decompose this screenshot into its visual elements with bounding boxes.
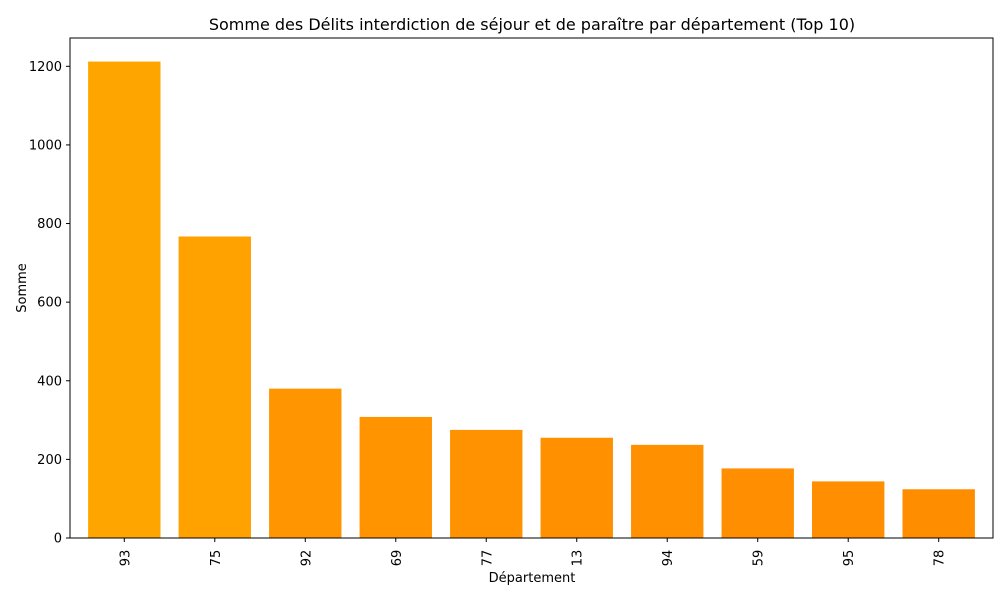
bar-94 [631, 444, 704, 538]
bar-95 [812, 481, 885, 538]
y-tick-label: 400 [37, 374, 62, 389]
x-axis-label: Département [489, 571, 576, 586]
bar-93 [88, 61, 161, 539]
y-tick-label: 800 [37, 217, 62, 232]
y-tick-label: 200 [37, 453, 62, 468]
bar-92 [269, 388, 342, 538]
bar-69 [359, 416, 432, 538]
bars-group [88, 61, 975, 539]
x-tick-label: 95 [842, 550, 857, 567]
y-tick-label: 1000 [29, 138, 62, 153]
x-tick-label: 92 [299, 550, 314, 567]
x-tick-label: 78 [933, 550, 948, 567]
x-tick-label: 69 [390, 550, 405, 567]
x-tick-label: 94 [661, 550, 676, 567]
y-axis-label: Somme [15, 263, 30, 313]
bar-75 [178, 236, 251, 538]
x-tick-label: 93 [118, 550, 133, 567]
x-tick-label: 77 [480, 550, 495, 567]
y-tick-label: 600 [37, 296, 62, 311]
bar-77 [450, 429, 523, 538]
x-tick-label: 13 [571, 550, 586, 567]
y-tick-label: 0 [54, 532, 62, 547]
y-axis: 0 200 400 600 800 1000 1200 [29, 60, 70, 547]
chart-title: Somme des Délits interdiction de séjour … [209, 15, 855, 34]
bar-59 [721, 468, 794, 538]
bar-13 [540, 437, 613, 538]
plot-frame [69, 37, 994, 539]
x-axis: 93 75 92 69 77 13 94 59 95 78 [118, 538, 948, 567]
bar-78 [902, 489, 975, 538]
x-tick-label: 75 [209, 550, 224, 567]
y-tick-label: 1200 [29, 60, 62, 75]
x-tick-label: 59 [752, 550, 767, 567]
